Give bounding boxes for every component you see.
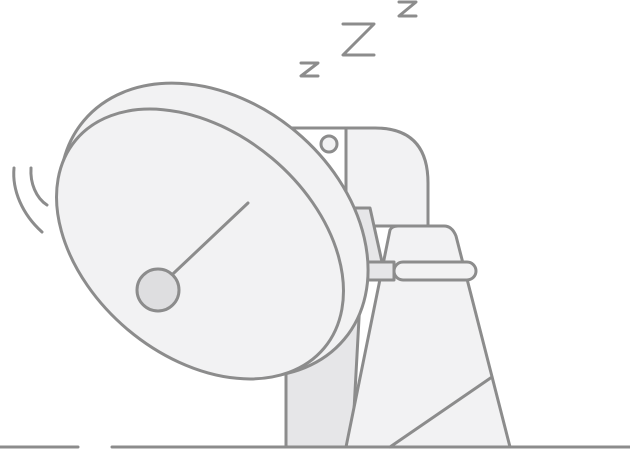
sleep-z-icon — [299, 0, 418, 78]
satellite-dish-icon — [55, 81, 370, 381]
signal-wave-icon — [12, 166, 49, 234]
dish-stand — [344, 224, 512, 449]
